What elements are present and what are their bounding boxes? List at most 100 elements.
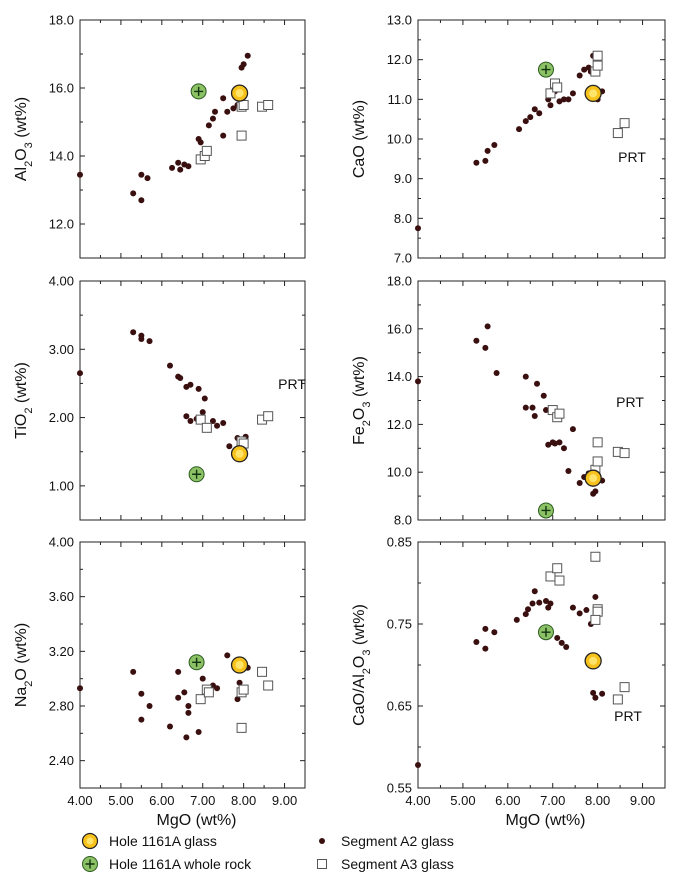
segment-a3-point bbox=[554, 408, 565, 419]
segment-a3-point bbox=[201, 422, 212, 433]
chart-panel-3: 1.00 2.00 3.00 4.00 TiO2 (wt%) PRT bbox=[13, 274, 306, 521]
chart-panel-2: 7.0 8.0 9.0 10.0 11.0 12.0 13.0 CaO (wt%) PRT bbox=[351, 13, 666, 266]
y-axis-label: TiO2 (wt%) bbox=[13, 362, 35, 439]
segment-a2-point bbox=[592, 488, 599, 495]
segment-a2-point bbox=[545, 441, 552, 448]
segment-a2-point bbox=[590, 689, 597, 696]
y-tick-label: 2.00 bbox=[49, 410, 74, 425]
segment-a2-point bbox=[220, 420, 227, 427]
segment-a2-point bbox=[226, 443, 233, 450]
segment-a3-point bbox=[619, 682, 630, 693]
segment-a3-point bbox=[592, 606, 603, 617]
y-tick-label: 18.0 bbox=[387, 274, 412, 289]
y-tick-label: 0.85 bbox=[387, 535, 412, 550]
segment-a2-point bbox=[542, 598, 549, 605]
segment-a3-point bbox=[263, 100, 274, 110]
segment-a2-point bbox=[563, 643, 570, 650]
segment-a2-point bbox=[560, 96, 567, 103]
y-axis-label: CaO/Al2O3 (wt%) bbox=[351, 604, 373, 726]
segment-a2-point bbox=[547, 600, 554, 607]
x-tick-label: 8.00 bbox=[231, 793, 256, 808]
segment-a2-point bbox=[531, 588, 538, 595]
segment-a2-point bbox=[240, 61, 247, 68]
segment-a3-point bbox=[263, 680, 274, 691]
segment-a3-point bbox=[592, 437, 603, 448]
glass-inner bbox=[589, 474, 598, 483]
segment-a2-point bbox=[183, 734, 190, 741]
segment-a2-point bbox=[77, 370, 83, 377]
hole-1161a-glass-point bbox=[584, 84, 602, 103]
segment-a2-point bbox=[177, 374, 184, 381]
segment-a2-point bbox=[551, 440, 558, 447]
segment-a2-point bbox=[556, 439, 563, 446]
segment-a2-point bbox=[415, 378, 421, 385]
segment-a2-point bbox=[482, 625, 489, 632]
segment-a3-point bbox=[238, 100, 249, 110]
segment-a3-point bbox=[238, 684, 249, 695]
segment-a2-point bbox=[167, 362, 173, 369]
segment-a2-point bbox=[138, 690, 145, 697]
segment-a2-point bbox=[415, 762, 421, 769]
y-tick-label: 2.80 bbox=[49, 699, 74, 714]
legend-label: Segment A3 glass bbox=[341, 856, 454, 872]
hole-1161a-glass-point bbox=[230, 445, 249, 463]
segment-a2-point bbox=[592, 694, 599, 701]
segment-a3-point bbox=[590, 551, 601, 562]
rock-cross bbox=[541, 627, 551, 637]
legend-label: Hole 1161A whole rock bbox=[109, 856, 252, 872]
segment-a2-point bbox=[138, 171, 145, 178]
segment-a2-point bbox=[230, 105, 237, 112]
segment-a2-point bbox=[185, 703, 192, 709]
segment-a2-point bbox=[224, 108, 231, 115]
hole-1161a-glass-point bbox=[584, 652, 602, 670]
segment-a2-point bbox=[536, 110, 543, 117]
hole-1161a-whole-rock-point bbox=[537, 61, 554, 78]
segment-a2-point bbox=[560, 445, 567, 452]
segment-a2-point bbox=[175, 694, 182, 701]
segment-a2-point bbox=[130, 668, 137, 675]
x-tick-label: 9.00 bbox=[272, 793, 297, 808]
segment-a2-point bbox=[529, 600, 536, 607]
y-tick-label: 8.0 bbox=[394, 211, 412, 226]
segment-a3-point bbox=[257, 666, 268, 677]
plot-frame bbox=[79, 541, 306, 789]
segment-a2-point bbox=[183, 413, 190, 420]
rock-cross bbox=[194, 86, 204, 96]
y-axis-label: Na2O (wt%) bbox=[13, 623, 35, 707]
segment-a3-point bbox=[552, 563, 563, 574]
segment-a2-point bbox=[565, 96, 572, 103]
segment-a2-point bbox=[576, 72, 583, 79]
rock-cross bbox=[192, 469, 202, 479]
x-tick-label: 8.00 bbox=[585, 793, 610, 808]
segment-a2-point bbox=[473, 639, 480, 646]
segment-a2-point bbox=[540, 392, 547, 399]
segment-a3-point bbox=[592, 456, 603, 467]
segment-a2-point bbox=[195, 385, 202, 392]
y-tick-label: 4.00 bbox=[49, 535, 74, 550]
segment-a2-point bbox=[199, 409, 206, 416]
segment-a3-point bbox=[552, 82, 563, 93]
segment-a2-point bbox=[187, 417, 194, 424]
chart-panel-5: 2.40 2.80 3.20 3.60 4.00 4.00 5.00 6.00 7.00 8.00… bbox=[13, 535, 306, 829]
segment-a2-point bbox=[484, 323, 491, 330]
segment-a2-point bbox=[484, 147, 491, 154]
segment-a2-point bbox=[547, 102, 554, 109]
segment-a2-point bbox=[536, 599, 543, 606]
y-tick-label: 3.00 bbox=[49, 342, 74, 357]
y-tick-label: 12.0 bbox=[387, 417, 412, 432]
segment-a2-point bbox=[558, 639, 565, 646]
square-marker-icon bbox=[317, 859, 327, 869]
segment-a2-point bbox=[556, 98, 563, 105]
y-tick-label: 10.0 bbox=[387, 465, 412, 480]
segment-a2-point bbox=[583, 607, 590, 614]
plot-frame bbox=[79, 19, 306, 259]
prt-annotation: PRT bbox=[616, 394, 644, 410]
x-tick-label: 4.00 bbox=[405, 793, 430, 808]
segment-a2-point bbox=[531, 106, 538, 113]
segment-a2-point bbox=[130, 329, 137, 336]
x-tick-label: 5.00 bbox=[108, 793, 133, 808]
segment-a2-point bbox=[531, 413, 538, 420]
y-tick-label: 10.0 bbox=[387, 132, 412, 147]
hole-1161a-glass-point bbox=[584, 469, 602, 487]
